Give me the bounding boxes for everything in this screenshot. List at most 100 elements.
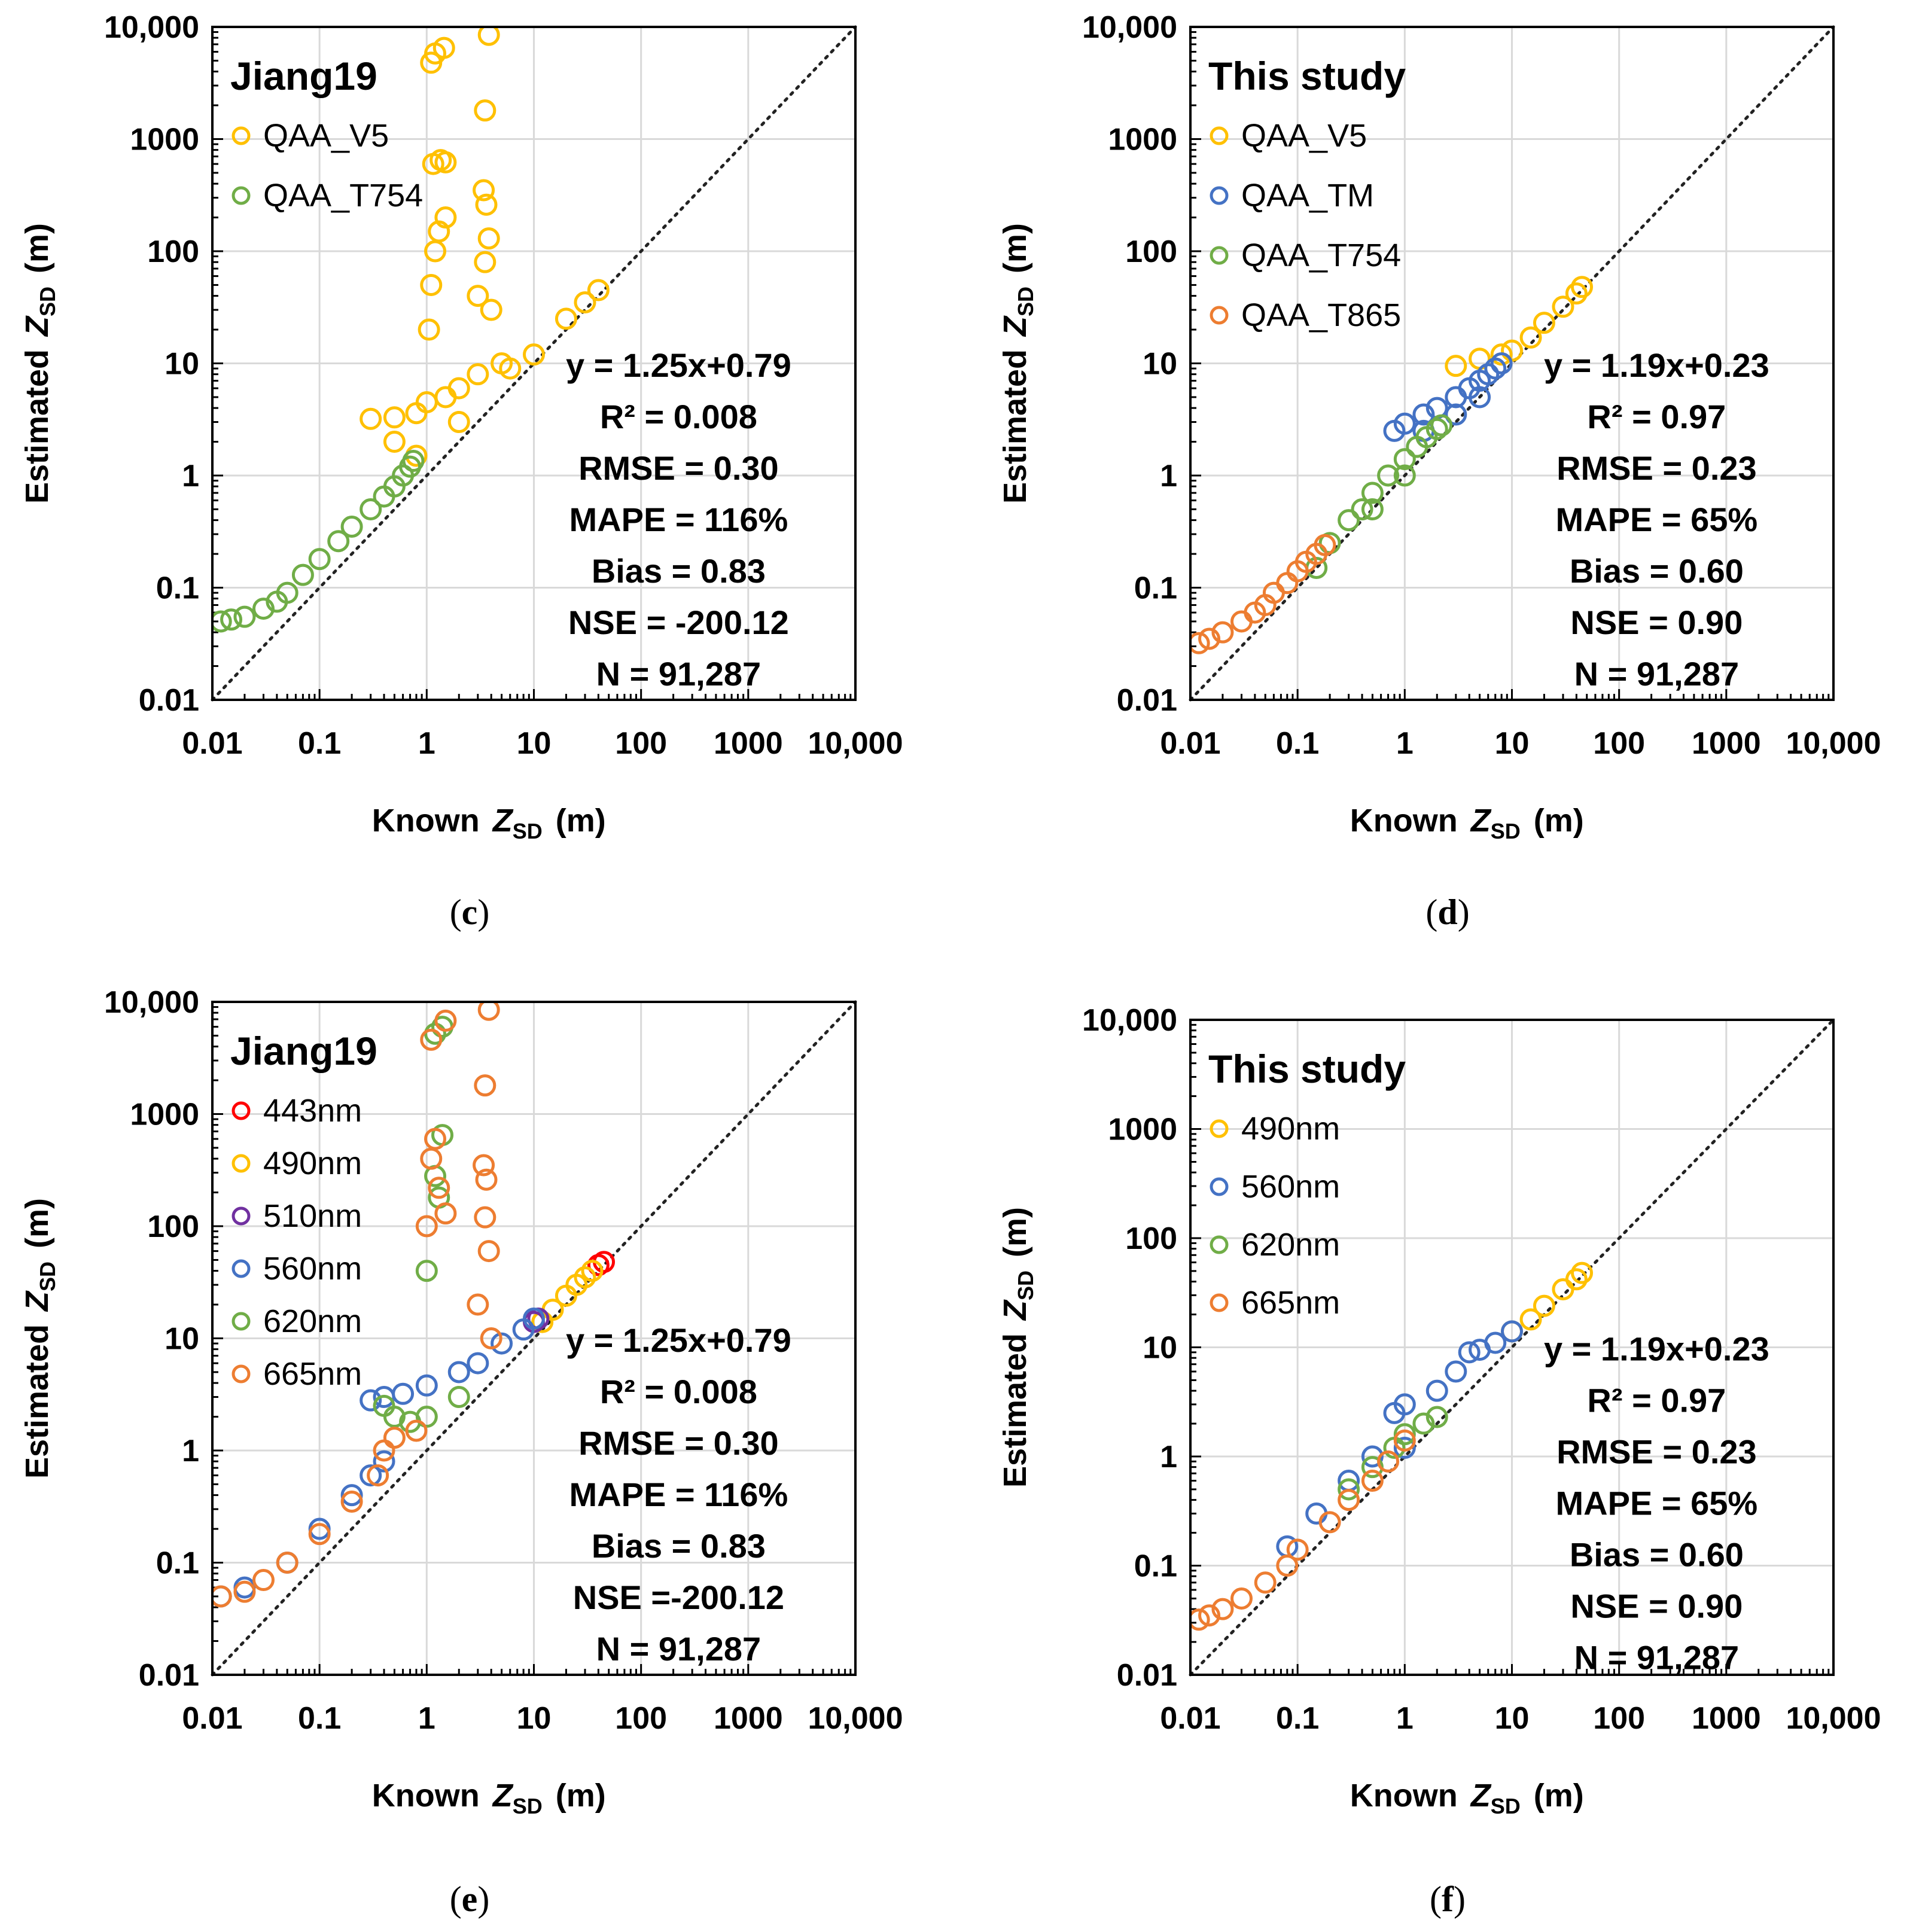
x-axis-label: Known ZSD (m) (1350, 803, 1584, 843)
legend-marker (231, 1206, 251, 1226)
y-tick-label: 1 (1160, 459, 1177, 493)
x-tick-label: 100 (1593, 1701, 1645, 1736)
data-point (1552, 295, 1574, 318)
legend-entry: QAA_V5 (1241, 118, 1367, 154)
stat-annotation: MAPE = 116% (569, 1476, 788, 1513)
data-point (1318, 1511, 1341, 1534)
x-axis-label-symbol: Z (1470, 803, 1492, 839)
y-axis-label-word: Estimated (997, 1333, 1033, 1488)
x-axis-label-word: Known (372, 1778, 480, 1814)
y-axis-label-symbol: Z (997, 315, 1033, 337)
x-tick-label: 0.1 (1276, 726, 1319, 761)
data-point (474, 1206, 496, 1229)
stat-annotation: NSE =-200.12 (573, 1578, 784, 1616)
x-axis-label: Known ZSD (m) (1350, 1778, 1584, 1818)
series-QAA_T865 (1190, 534, 1336, 654)
data-point (1314, 534, 1336, 556)
y-tick-label: 0.01 (139, 1658, 199, 1693)
legend-marker (231, 1101, 251, 1120)
data-point (340, 515, 363, 538)
data-point (1571, 1261, 1594, 1284)
data-point (340, 1490, 363, 1513)
x-tick-label: 0.01 (182, 1701, 242, 1736)
data-point (480, 1327, 502, 1349)
x-tick-label: 0.01 (182, 726, 242, 761)
stat-annotation: MAPE = 116% (569, 501, 788, 538)
x-tick-label: 0.1 (298, 1701, 341, 1736)
data-point (308, 548, 331, 571)
marker-layer (212, 27, 610, 633)
panel-label-letter: f (1442, 1879, 1454, 1919)
data-point (418, 318, 440, 341)
legend-title: Jiang19 (230, 1029, 377, 1073)
data-point (475, 193, 498, 216)
x-tick-label: 1000 (1692, 726, 1761, 761)
data-point (1393, 412, 1416, 435)
x-axis-label-symbol: Z (492, 803, 514, 839)
x-axis-label-unit: (m) (556, 803, 606, 839)
y-tick-label: 1 (1160, 1440, 1177, 1474)
stat-annotation: R² = 0.97 (1587, 398, 1726, 435)
data-point (1425, 1406, 1448, 1428)
stat-annotation: NSE = -200.12 (568, 604, 789, 641)
panel-label-letter: c (462, 892, 478, 932)
series-665nm (212, 1002, 502, 1608)
stat-annotation: RMSE = 0.30 (578, 449, 779, 487)
data-point (415, 1260, 438, 1282)
y-tick-label: 10,000 (1082, 1003, 1177, 1038)
stat-annotation: Bias = 0.60 (1570, 552, 1744, 590)
data-point (373, 1450, 395, 1473)
data-point (477, 1240, 500, 1263)
data-point (574, 291, 596, 313)
y-axis-label-subscript: SD (35, 1261, 60, 1291)
x-tick-label: 10 (1495, 1701, 1530, 1736)
data-point (1286, 1538, 1309, 1561)
data-point (473, 1154, 495, 1177)
chart-panel-e: 0.01 0.1 1 10 100 1000 10,000 0.01 0.1 1 10 100 1000… (19, 985, 903, 1919)
y-axis-label-symbol: Z (19, 315, 55, 337)
data-point (1469, 386, 1491, 409)
legend-title: This study (1208, 54, 1406, 98)
data-point (428, 220, 450, 243)
data-point (1393, 448, 1416, 471)
data-point (1430, 414, 1453, 437)
data-point (1338, 509, 1360, 532)
x-axis-label-unit: (m) (1534, 803, 1584, 839)
stat-annotation: y = 1.19x+0.23 (1544, 1330, 1769, 1367)
stat-annotation: N = 91,287 (596, 655, 761, 693)
legend-entry: 510nm (263, 1198, 362, 1234)
data-point (1412, 1412, 1435, 1435)
legend-marker (231, 1312, 251, 1331)
y-axis-label-unit: (m) (19, 1198, 55, 1248)
y-tick-label: 0.1 (1134, 571, 1177, 606)
y-axis-label: Estimated ZSD (m) (997, 1207, 1038, 1488)
x-tick-label: 0.01 (1160, 1701, 1220, 1736)
y-tick-label: 0.1 (1134, 1549, 1177, 1584)
y-axis-label-unit: (m) (997, 223, 1033, 273)
data-point (252, 598, 275, 620)
data-point (467, 363, 489, 386)
data-point (415, 1406, 438, 1428)
legend-title: Jiang19 (230, 54, 377, 98)
plot-frame (211, 1001, 857, 1676)
stat-annotation: Bias = 0.83 (592, 552, 766, 590)
data-point (1276, 572, 1299, 595)
data-point (474, 251, 496, 273)
plot-frame (1189, 26, 1835, 701)
plot-frame (1189, 1019, 1835, 1676)
data-point (587, 279, 610, 301)
stat-annotation: RMSE = 0.23 (1556, 449, 1757, 487)
data-point (1519, 1308, 1542, 1331)
y-tick-label: 0.01 (1117, 683, 1177, 718)
panel-label: (c) (450, 892, 490, 932)
legend-marker (1210, 186, 1229, 205)
legend-marker (1210, 1177, 1229, 1196)
x-axis-label-subscript: SD (513, 819, 543, 843)
data-point (1393, 1423, 1416, 1446)
data-point (467, 1293, 489, 1316)
stat-annotation: R² = 0.008 (600, 398, 757, 435)
x-tick-label: 10,000 (808, 726, 903, 761)
panel-label-open: ( (450, 1879, 462, 1919)
legend-entry: 665nm (263, 1356, 362, 1392)
data-point (477, 27, 500, 46)
